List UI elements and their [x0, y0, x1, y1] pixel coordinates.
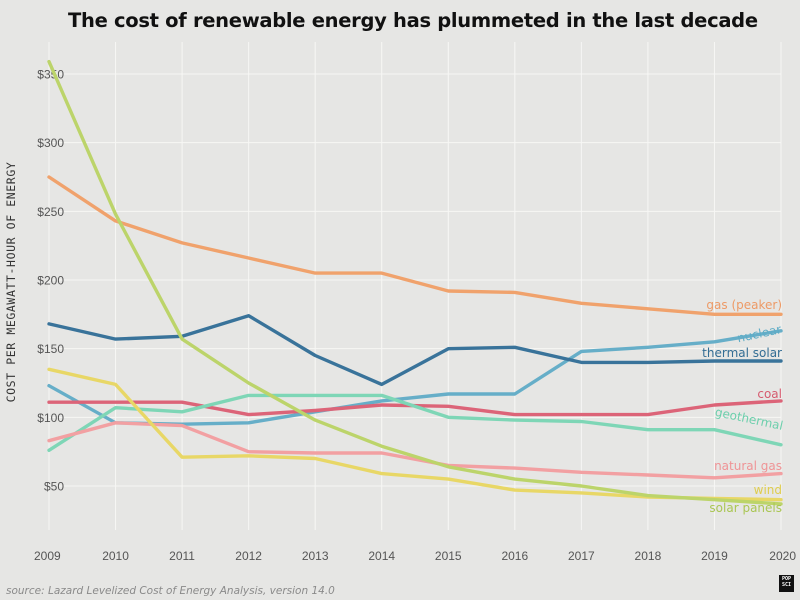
series-line-thermal-solar	[47, 314, 783, 387]
y-tick-label: $100	[37, 411, 64, 425]
series-label-natural-gas: natural gas	[714, 459, 782, 473]
series-line-gas-peaker-	[47, 175, 783, 316]
series-label-gas-peaker-: gas (peaker)	[706, 298, 782, 312]
source-note: source: Lazard Levelized Cost of Energy …	[6, 585, 335, 597]
x-tick-label: 2020	[769, 549, 796, 563]
x-tick-label: 2017	[568, 549, 595, 563]
gridlines	[48, 42, 782, 530]
series-line-solar-panels	[47, 59, 783, 506]
series-label-nuclear: nuclear	[736, 322, 783, 345]
series-line-geothermal	[47, 393, 783, 452]
x-tick-label: 2018	[635, 549, 662, 563]
x-tick-label: 2019	[701, 549, 728, 563]
publisher-logo: POP SCI	[779, 575, 794, 592]
x-tick-label: 2013	[302, 549, 329, 563]
y-tick-label: $300	[37, 136, 64, 150]
x-tick-label: 2009	[34, 549, 61, 563]
series-label-geothermal: geothermal	[714, 405, 785, 433]
series-label-thermal-solar: thermal solar	[702, 346, 782, 360]
y-tick-label: $150	[37, 342, 64, 356]
series-line-natural-gas	[47, 421, 783, 480]
y-tick-label: $200	[37, 274, 64, 288]
logo-line-1: POP	[781, 576, 792, 582]
series-label-coal: coal	[757, 387, 782, 401]
series-label-wind: wind	[754, 483, 782, 497]
y-tick-label: $250	[37, 205, 64, 219]
x-tick-label: 2016	[501, 549, 528, 563]
series-label-solar-panels: solar panels	[709, 501, 782, 515]
series-lines	[47, 59, 783, 506]
x-tick-label: 2015	[435, 549, 462, 563]
y-tick-label: $50	[44, 480, 64, 494]
y-axis-tick-labels: $50$100$150$200$250$300$350	[37, 68, 64, 494]
logo-line-2: SCI	[781, 581, 792, 588]
chart-title: The cost of renewable energy has plummet…	[68, 9, 758, 32]
x-axis-tick-labels: 2009 2010 2011 2012 2013 2014 2015 2016 2017 2018…	[34, 549, 796, 563]
x-tick-label: 2012	[235, 549, 262, 563]
y-axis-label: COST PER MEGAWATT-HOUR OF ENERGY	[4, 162, 18, 403]
x-tick-label: 2011	[169, 549, 195, 563]
series-line-wind	[47, 367, 783, 502]
x-tick-label: 2010	[102, 549, 129, 563]
x-tick-label: 2014	[368, 549, 395, 563]
